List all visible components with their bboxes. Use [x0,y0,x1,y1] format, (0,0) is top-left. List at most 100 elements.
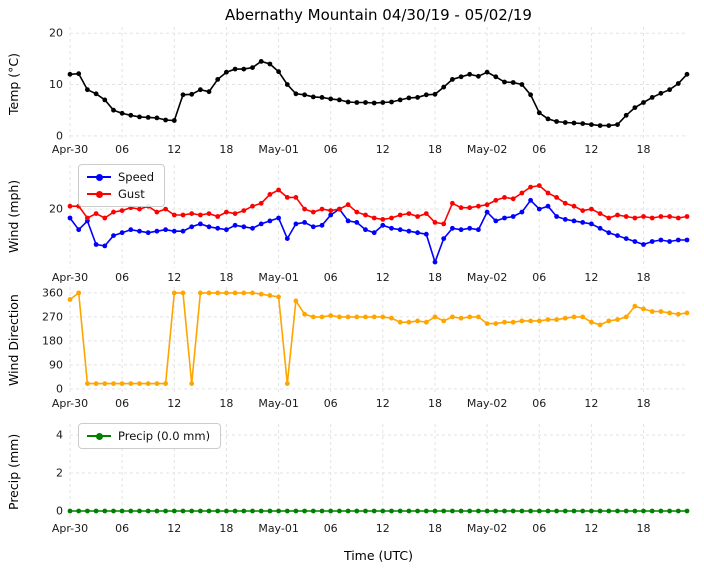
temp-marker [502,79,507,85]
speed-marker [102,243,108,249]
direction-marker [111,381,116,386]
x-tick-label: 12 [376,397,390,410]
speed-marker [458,227,464,233]
speed-marker [467,225,473,231]
precip-0-0-mm-marker [484,508,490,514]
x-tick-label: 12 [167,522,181,535]
direction-marker [510,319,516,325]
precip-0-0-mm-marker [250,508,255,514]
precip-0-0-mm-marker [206,508,212,514]
temp-marker [606,123,612,128]
temp-marker [267,61,273,67]
temp-marker [215,77,221,82]
precip-0-0-mm-marker [328,508,334,514]
direction-marker [85,381,90,386]
x-tick-label: 06 [115,271,129,284]
precip-0-0-mm-marker [67,508,73,514]
temp-marker [528,92,533,98]
precip-0-0-mm-marker [580,508,586,514]
direction-marker [684,310,690,316]
gust-marker [510,196,516,202]
speed-marker [528,197,533,203]
speed-marker [76,227,82,233]
speed-marker [597,225,603,231]
precip-0-0-mm-marker [432,508,438,514]
speed-marker [328,212,334,218]
direction-marker [137,381,142,386]
precip-0-0-mm-marker [93,508,99,514]
temp-marker [284,82,290,87]
speed-marker [145,230,151,236]
x-tick-label: 06 [532,271,546,284]
temp-marker [224,69,229,75]
direction-marker [345,314,351,320]
speed-marker [397,227,403,233]
direction-marker [571,314,577,320]
precip-legend-label: Precip (0.0 mm) [118,429,211,443]
precip-0-0-mm-marker [423,508,429,514]
precip-0-0-mm-marker [675,508,681,514]
legend-item-speed: Speed [87,169,154,185]
precip-0-0-mm-marker [571,508,577,514]
speed-marker [380,222,386,228]
gust-marker [111,209,116,215]
precip-0-0-mm-marker [502,508,507,514]
temp-marker [432,91,438,97]
gust-marker [432,220,438,225]
precip-0-0-mm-marker [76,508,82,514]
gust-marker [589,206,594,212]
gust-marker [502,195,507,200]
gust-marker [632,215,638,221]
speed-marker [371,230,377,236]
precip-0-0-mm-marker [128,508,134,514]
gust-legend-label: Gust [118,187,145,201]
direction-marker [128,381,134,386]
temp-marker [189,91,195,97]
speed-marker [441,236,447,242]
gust-marker [319,206,325,212]
temp-marker [571,120,577,126]
gust-marker [467,205,473,211]
precip-0-0-mm-marker [224,508,229,514]
speed-marker [232,222,238,228]
direction-marker [554,317,559,322]
temp-marker [415,95,420,100]
direction-marker [441,318,447,324]
speed-marker [502,215,507,221]
precip-0-0-mm-marker [267,508,273,514]
y-tick-label: 0 [56,382,63,395]
temp-marker [145,115,151,120]
speed-marker [258,221,264,227]
speed-marker [423,231,429,237]
temp-marker [649,95,655,100]
precip-0-0-mm-marker [667,508,672,514]
speed-marker [119,230,125,236]
speed-marker [224,227,229,233]
precip-0-0-mm-marker [493,508,499,514]
temp-marker [276,69,281,75]
gust-marker [137,206,142,212]
x-tick-label: 18 [428,397,442,410]
gust-marker [354,209,360,215]
direction-marker [536,318,542,324]
x-tick-label: Apr-30 [52,271,88,284]
direction-marker [241,290,247,296]
speed-marker [580,220,586,225]
temp-marker [458,74,464,80]
gust-marker [441,221,447,227]
precip-0-0-mm-marker [562,508,568,514]
x-tick-label: May-02 [467,143,508,156]
precip-0-0-mm-marker [241,508,247,514]
gust-marker [458,205,464,211]
gust-marker [241,208,247,214]
precip-0-0-mm-marker [371,508,377,514]
precip-0-0-mm-marker [171,508,177,514]
temp-marker [250,65,255,70]
temp-marker [354,100,360,105]
x-tick-label: 06 [532,143,546,156]
gust-marker [345,202,351,208]
gust-marker [623,214,629,219]
direction-marker [484,321,490,326]
gust-marker [684,214,690,219]
gust-marker [649,215,655,221]
